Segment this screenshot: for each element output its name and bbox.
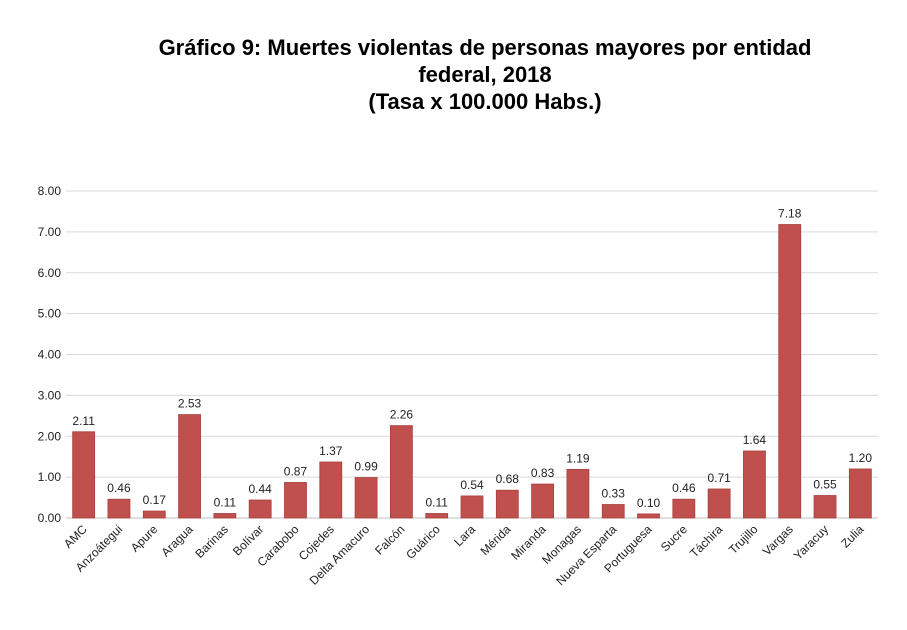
x-tick-label: AMC bbox=[61, 522, 90, 551]
chart-title-line-3: (Tasa x 100.000 Habs.) bbox=[368, 89, 602, 114]
x-tick-label: Aragua bbox=[158, 522, 195, 559]
y-tick-label: 0.00 bbox=[38, 511, 62, 525]
data-label: 0.46 bbox=[107, 481, 131, 495]
data-label: 0.11 bbox=[214, 496, 237, 510]
bar bbox=[389, 425, 413, 519]
chart-title: Gráfico 9: Muertes violentas de personas… bbox=[60, 34, 907, 115]
bar bbox=[107, 498, 131, 519]
bar bbox=[248, 499, 272, 519]
bar bbox=[284, 482, 307, 519]
x-tick-label: Sucre bbox=[658, 522, 690, 554]
bar bbox=[72, 431, 96, 519]
bar bbox=[178, 414, 201, 519]
data-label: 0.55 bbox=[813, 478, 837, 492]
data-label: 0.33 bbox=[602, 487, 626, 501]
y-tick-label: 7.00 bbox=[38, 225, 62, 239]
x-tick-label: Zulia bbox=[838, 522, 867, 551]
x-tick-label: Lara bbox=[451, 522, 478, 549]
bar bbox=[460, 495, 484, 519]
data-label: 0.71 bbox=[707, 471, 731, 485]
bar bbox=[531, 483, 555, 519]
data-label: 0.17 bbox=[143, 493, 167, 507]
bar bbox=[354, 477, 378, 519]
bar bbox=[707, 488, 731, 519]
bar bbox=[142, 510, 166, 519]
chart-title-line-1: Gráfico 9: Muertes violentas de personas… bbox=[158, 35, 812, 60]
bar bbox=[425, 513, 449, 519]
data-label: 0.46 bbox=[672, 481, 696, 495]
y-tick-label: 6.00 bbox=[38, 266, 62, 280]
chart-title-line-2: federal, 2018 bbox=[418, 62, 552, 87]
x-tick-label: Barinas bbox=[192, 522, 231, 561]
y-tick-label: 3.00 bbox=[38, 388, 62, 402]
bar bbox=[319, 461, 343, 519]
x-tick-label: Apure bbox=[128, 522, 161, 555]
bar bbox=[637, 513, 660, 519]
data-label: 0.44 bbox=[248, 482, 272, 496]
bar bbox=[813, 495, 837, 519]
data-label: 0.87 bbox=[284, 464, 308, 478]
x-tick-label: Trujillo bbox=[726, 522, 761, 557]
data-label: 0.99 bbox=[354, 460, 378, 474]
data-label: 2.26 bbox=[390, 408, 414, 422]
data-label: 2.53 bbox=[178, 397, 202, 411]
x-tick-label: Yaracuy bbox=[791, 522, 831, 562]
data-label: 0.54 bbox=[460, 478, 484, 492]
bar bbox=[495, 489, 519, 519]
y-tick-label: 4.00 bbox=[38, 348, 62, 362]
x-tick-label: Táchira bbox=[687, 522, 725, 560]
bar bbox=[672, 498, 696, 519]
bar bbox=[213, 513, 237, 519]
data-label: 0.68 bbox=[496, 472, 520, 486]
x-tick-label: Guárico bbox=[403, 522, 443, 562]
data-label: 0.83 bbox=[531, 466, 555, 480]
data-label: 1.19 bbox=[566, 451, 590, 465]
bar bbox=[848, 468, 872, 519]
y-tick-label: 5.00 bbox=[38, 307, 62, 321]
data-label: 0.11 bbox=[425, 496, 448, 510]
y-tick-label: 2.00 bbox=[38, 429, 62, 443]
data-label: 2.11 bbox=[72, 414, 95, 428]
bar bbox=[566, 468, 590, 519]
data-label: 1.37 bbox=[319, 444, 343, 458]
data-label: 0.10 bbox=[637, 496, 661, 510]
data-label: 1.20 bbox=[849, 451, 873, 465]
bar bbox=[778, 224, 802, 519]
y-tick-label: 8.00 bbox=[38, 184, 62, 198]
y-tick-label: 1.00 bbox=[38, 470, 62, 484]
bar bbox=[743, 450, 766, 519]
data-label: 1.64 bbox=[743, 433, 767, 447]
bar bbox=[601, 504, 625, 519]
data-label: 7.18 bbox=[778, 207, 802, 221]
